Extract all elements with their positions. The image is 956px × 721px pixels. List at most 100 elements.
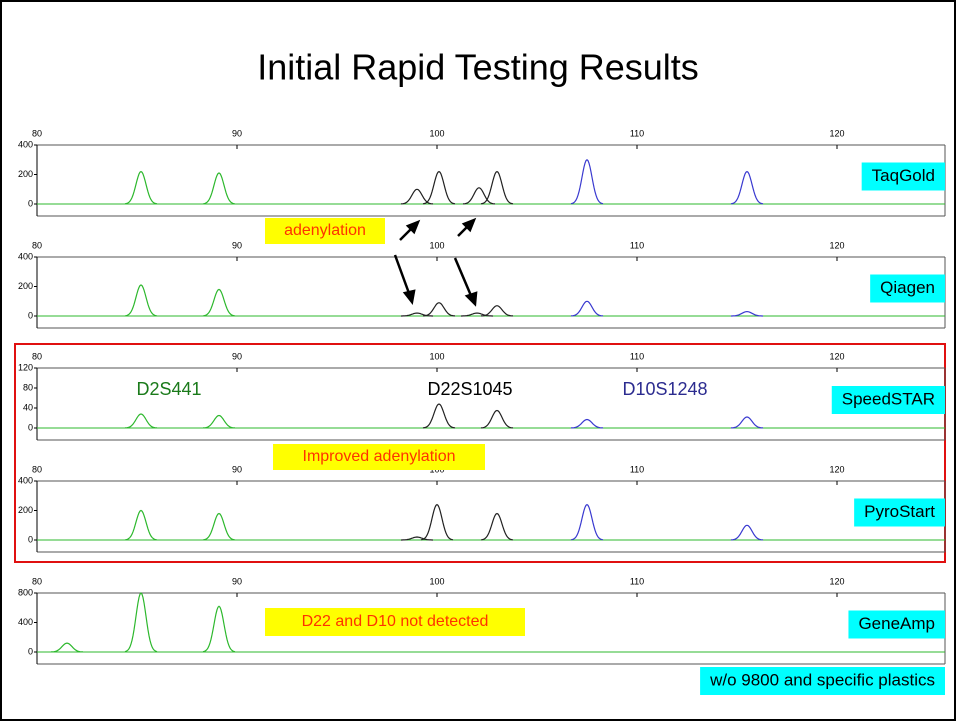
sample-label: GeneAmp bbox=[858, 614, 935, 633]
x-tick-label: 110 bbox=[630, 240, 644, 250]
y-tick-label: 0 bbox=[28, 198, 33, 208]
locus-label: D10S1248 bbox=[622, 379, 707, 399]
x-tick-label: 90 bbox=[232, 576, 242, 586]
annotation: Improved adenylation bbox=[303, 448, 456, 465]
x-tick-label: 90 bbox=[232, 351, 242, 361]
peak bbox=[400, 188, 434, 205]
sample-label: Qiagen bbox=[880, 278, 935, 297]
annotation-box bbox=[265, 608, 525, 636]
x-tick-label: 90 bbox=[232, 128, 242, 138]
x-tick-label: 120 bbox=[829, 240, 844, 250]
y-tick-label: 40 bbox=[23, 402, 33, 412]
sample-label-group: Qiagen bbox=[870, 274, 945, 303]
y-tick-label: 200 bbox=[18, 281, 33, 291]
peak bbox=[730, 170, 764, 205]
sample-label: TaqGold bbox=[872, 166, 935, 185]
y-tick-label: 400 bbox=[18, 251, 33, 261]
peak bbox=[202, 172, 236, 205]
peak bbox=[461, 312, 493, 317]
sample-label-group: SpeedSTAR bbox=[831, 386, 945, 414]
peak bbox=[462, 187, 496, 205]
locus-label: D22S1045 bbox=[427, 379, 512, 399]
x-tick-label: 100 bbox=[429, 240, 444, 250]
x-tick-label: 120 bbox=[829, 464, 844, 474]
y-tick-label: 120 bbox=[18, 362, 33, 372]
peak bbox=[422, 170, 456, 205]
y-tick-label: 200 bbox=[18, 169, 33, 179]
x-tick-label: 120 bbox=[829, 128, 844, 138]
sample-label-box bbox=[848, 610, 945, 639]
peak bbox=[480, 512, 514, 541]
peak bbox=[51, 642, 83, 653]
annotation-box bbox=[265, 218, 385, 244]
peak bbox=[401, 312, 433, 317]
x-tick-label: 80 bbox=[32, 351, 42, 361]
x-tick-label: 80 bbox=[32, 464, 42, 474]
x-tick-label: 120 bbox=[829, 351, 844, 361]
peak bbox=[124, 284, 158, 317]
y-tick-label: 0 bbox=[28, 422, 33, 432]
sample-label-box bbox=[854, 498, 945, 527]
peak bbox=[202, 512, 236, 541]
sample-label-group: PyroStart bbox=[854, 498, 945, 527]
x-tick-label: 120 bbox=[829, 576, 844, 586]
peak bbox=[570, 503, 604, 541]
peak bbox=[571, 418, 603, 429]
sample-label-group: GeneAmp bbox=[848, 610, 945, 639]
peak bbox=[731, 416, 763, 429]
x-tick-label: 110 bbox=[630, 351, 644, 361]
highlight-frame bbox=[14, 343, 946, 563]
sample-label-box bbox=[831, 386, 945, 414]
sample-label-box bbox=[870, 274, 945, 303]
y-tick-label: 0 bbox=[28, 646, 33, 656]
x-tick-label: 90 bbox=[232, 464, 242, 474]
sample-note: w/o 9800 and specific plastics bbox=[709, 670, 935, 689]
peak bbox=[423, 302, 455, 317]
peak bbox=[730, 524, 764, 541]
sample-label: SpeedSTAR bbox=[842, 389, 935, 408]
x-tick-label: 80 bbox=[32, 128, 42, 138]
sample-label-box bbox=[861, 162, 945, 191]
peak bbox=[731, 310, 763, 317]
sample-note-box bbox=[700, 667, 945, 695]
sample-note-group: w/o 9800 and specific plastics bbox=[700, 667, 945, 695]
peak bbox=[570, 159, 604, 205]
arrows bbox=[393, 217, 478, 307]
peak bbox=[480, 409, 514, 429]
y-tick-label: 800 bbox=[18, 587, 33, 597]
y-tick-label: 80 bbox=[23, 382, 33, 392]
x-tick-label: 80 bbox=[32, 576, 42, 586]
peak bbox=[202, 288, 236, 317]
peak bbox=[480, 170, 514, 205]
x-tick-label: 100 bbox=[429, 351, 444, 361]
x-tick-label: 90 bbox=[232, 240, 242, 250]
peak bbox=[401, 536, 433, 541]
x-tick-label: 80 bbox=[32, 240, 42, 250]
peak bbox=[420, 503, 454, 541]
slide-title: Initial Rapid Testing Results bbox=[257, 47, 699, 88]
sample-label-group: TaqGold bbox=[861, 162, 945, 191]
peak bbox=[202, 605, 236, 653]
peak bbox=[570, 300, 604, 317]
peak bbox=[203, 414, 235, 429]
sample-label: PyroStart bbox=[864, 502, 935, 521]
peak bbox=[124, 170, 158, 205]
annotation-box bbox=[273, 444, 485, 470]
peak bbox=[124, 509, 158, 541]
y-tick-label: 200 bbox=[18, 505, 33, 515]
y-tick-label: 400 bbox=[18, 139, 33, 149]
x-tick-label: 100 bbox=[429, 128, 444, 138]
y-tick-label: 400 bbox=[18, 617, 33, 627]
y-tick-label: 400 bbox=[18, 475, 33, 485]
x-tick-label: 100 bbox=[429, 576, 444, 586]
annotation: D22 and D10 not detected bbox=[302, 613, 489, 630]
x-tick-label: 110 bbox=[630, 128, 644, 138]
peak bbox=[481, 305, 513, 317]
annotation: adenylation bbox=[284, 222, 366, 239]
peak bbox=[422, 403, 456, 429]
peak bbox=[124, 592, 158, 653]
locus-label: D2S441 bbox=[136, 379, 201, 399]
